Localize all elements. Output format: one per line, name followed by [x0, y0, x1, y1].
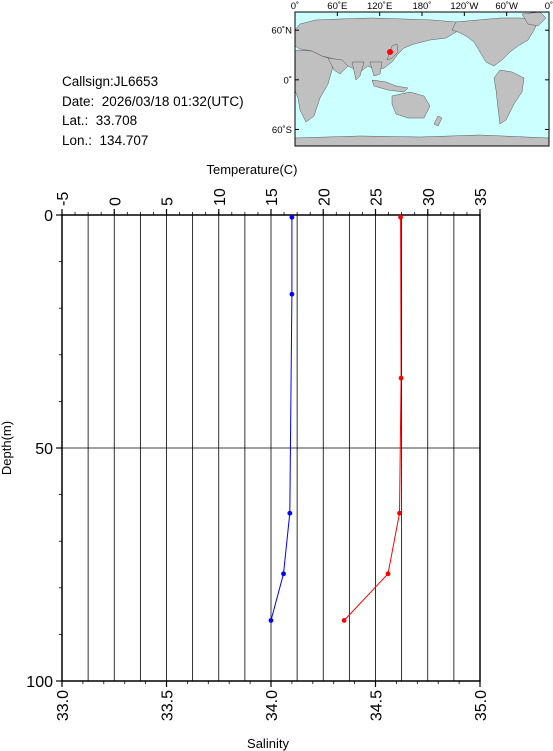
salinity-tick-label: 34.0 [264, 690, 281, 721]
map-lon-label: 120˚E [367, 1, 392, 12]
map-lon-label: 180˚ [412, 1, 431, 12]
map-lon-label: 120˚W [450, 1, 478, 12]
salinity-ticks: 33.0 33.5 34.0 34.5 35.0 [55, 681, 490, 721]
world-map: 0˚ 60˚E 120˚E 180˚ 120˚W 60˚W 0˚ 60˚N 0˚ 60˚S [271, 1, 553, 147]
lat-value: 33.708 [95, 113, 138, 128]
lon-row: Lon.: 134.707 [62, 131, 244, 151]
map-lat-label: 0˚ [284, 75, 292, 86]
depth-tick-label: 50 [35, 441, 53, 458]
temperature-data-point [398, 375, 404, 381]
lat-label: Lat.: [62, 113, 89, 128]
lon-label: Lon.: [62, 132, 93, 148]
map-lon-label: 0˚ [545, 1, 553, 12]
salinity-data-point [281, 571, 286, 577]
salinity-data-point [268, 618, 274, 623]
land-new-zealand [433, 115, 443, 127]
map-lat-label: 60˚N [271, 26, 292, 37]
land-antarctica [295, 134, 549, 146]
station-marker [387, 48, 394, 55]
salinity-axis-label: Salinity [247, 736, 289, 751]
land-south-america [493, 69, 525, 125]
map-lat-label: 60˚S [272, 125, 292, 136]
salinity-tick-label: 34.5 [369, 690, 386, 721]
land-indochina [369, 61, 383, 77]
map-lon-labels: 0˚ 60˚E 120˚E 180˚ 120˚W 60˚W 0˚ [291, 1, 553, 16]
date-row: Date: 2026/03/18 01:32(UTC) [62, 92, 244, 112]
salinity-data-point [289, 291, 295, 297]
map-lon-label: 60˚W [495, 1, 518, 12]
map-land [295, 12, 549, 146]
salinity-tick-label: 33.5 [160, 690, 177, 721]
temperature-profile-line [343, 217, 402, 621]
temperature-data-point [397, 510, 402, 516]
map-lon-label: 60˚E [327, 1, 347, 12]
salinity-profile-line [270, 217, 293, 621]
depth-tick-label: 100 [26, 674, 53, 691]
temperature-data-point [385, 571, 391, 577]
land-indonesia [371, 79, 409, 93]
map-lat-labels: 60˚N 0˚ 60˚S [271, 26, 549, 136]
land-eurasia [295, 17, 479, 73]
callsign-value: JL6653 [113, 74, 159, 89]
lat-row: Lat.: 33.708 [62, 111, 244, 131]
temperature-data-point [398, 214, 403, 220]
station-info: Callsign:JL6653 Date: 2026/03/18 01:32(U… [62, 72, 244, 150]
callsign-label: Callsign: [62, 74, 114, 89]
date-value: 2026/03/18 01:32(UTC) [101, 93, 244, 109]
series-layer [268, 214, 404, 623]
map-lon-label: 0˚ [291, 1, 299, 12]
callsign-row: Callsign:JL6653 [62, 72, 244, 92]
depth-tick-label: 0 [44, 208, 53, 225]
salinity-tick-label: 35.0 [473, 690, 490, 721]
salinity-data-point [289, 214, 295, 220]
land-north-america [451, 17, 539, 67]
grid-lines [62, 215, 480, 681]
land-india [351, 61, 365, 81]
temperature-data-point [341, 618, 347, 623]
land-australia [391, 91, 431, 119]
salinity-tick-label: 33.0 [55, 690, 72, 721]
depth-axis-label: Depth(m) [0, 421, 14, 475]
depth-ticks: 0 50 100 [26, 208, 62, 691]
lon-value: 134.707 [99, 132, 149, 148]
plot-frame [61, 214, 481, 682]
date-label: Date: [62, 93, 95, 109]
salinity-data-point [287, 510, 293, 516]
land-arabia [327, 57, 349, 75]
